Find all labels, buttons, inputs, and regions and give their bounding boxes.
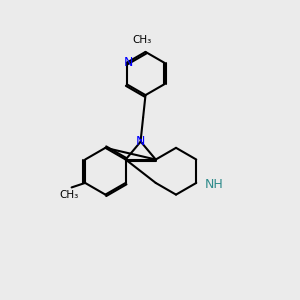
Text: NH: NH [205,178,224,191]
Text: CH₃: CH₃ [132,35,152,45]
Text: N: N [136,135,146,148]
Text: N: N [124,56,133,69]
Text: CH₃: CH₃ [60,190,79,200]
